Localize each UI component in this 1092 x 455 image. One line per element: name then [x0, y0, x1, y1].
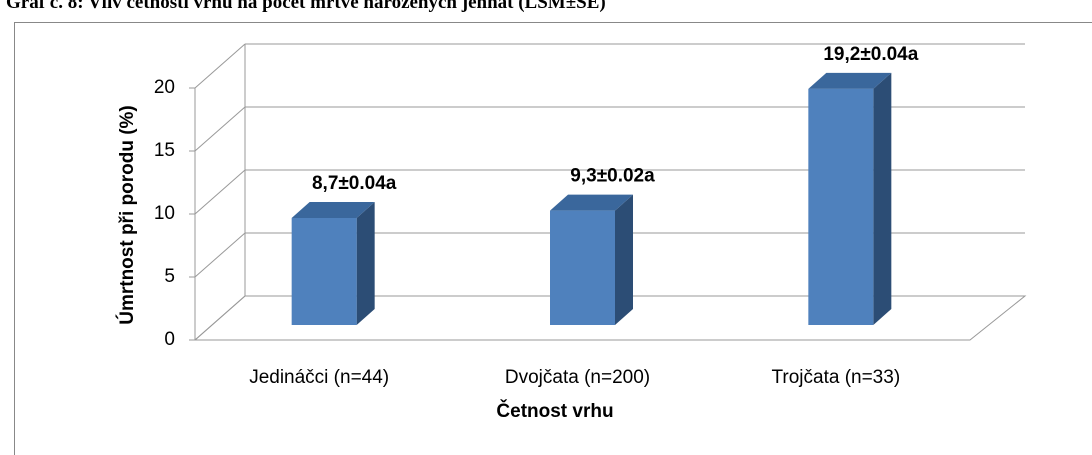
grid-line: [194, 232, 246, 278]
x-tick-label: Trojčata (n=33): [771, 367, 900, 388]
value-label: 9,3±0.02a: [570, 166, 655, 187]
grid-line: [194, 43, 246, 89]
bar-side: [615, 194, 633, 325]
y-tick-label: 20: [154, 77, 175, 98]
y-tick-label: 0: [164, 329, 175, 350]
chart-title: Graf č. 8: Vliv četnosti vrhu na počet m…: [6, 0, 606, 13]
bar: [550, 210, 615, 325]
bar-top: [550, 194, 633, 211]
grid-line: [194, 106, 246, 152]
grid-line: [194, 295, 246, 341]
bar-side: [356, 201, 375, 325]
bar-side: [873, 72, 892, 325]
value-label: 8,7±0.04a: [312, 173, 397, 194]
y-tick-label: 15: [154, 140, 175, 161]
bar: [808, 88, 874, 325]
grid-line: [194, 169, 246, 215]
x-axis-title: Četnost vrhu: [496, 400, 613, 422]
bar-top: [291, 201, 375, 218]
y-axis-title: Úmrtnost při porodu (%): [116, 105, 138, 325]
y-tick-label: 5: [164, 266, 175, 287]
x-tick-label: Dvojčata (n=200): [505, 367, 650, 388]
value-label: 19,2±0.04a: [823, 44, 918, 65]
bar-top: [808, 72, 892, 89]
y-tick-label: 10: [154, 203, 175, 224]
bar: [291, 217, 357, 325]
x-tick-label: Jedináčci (n=44): [249, 367, 389, 388]
